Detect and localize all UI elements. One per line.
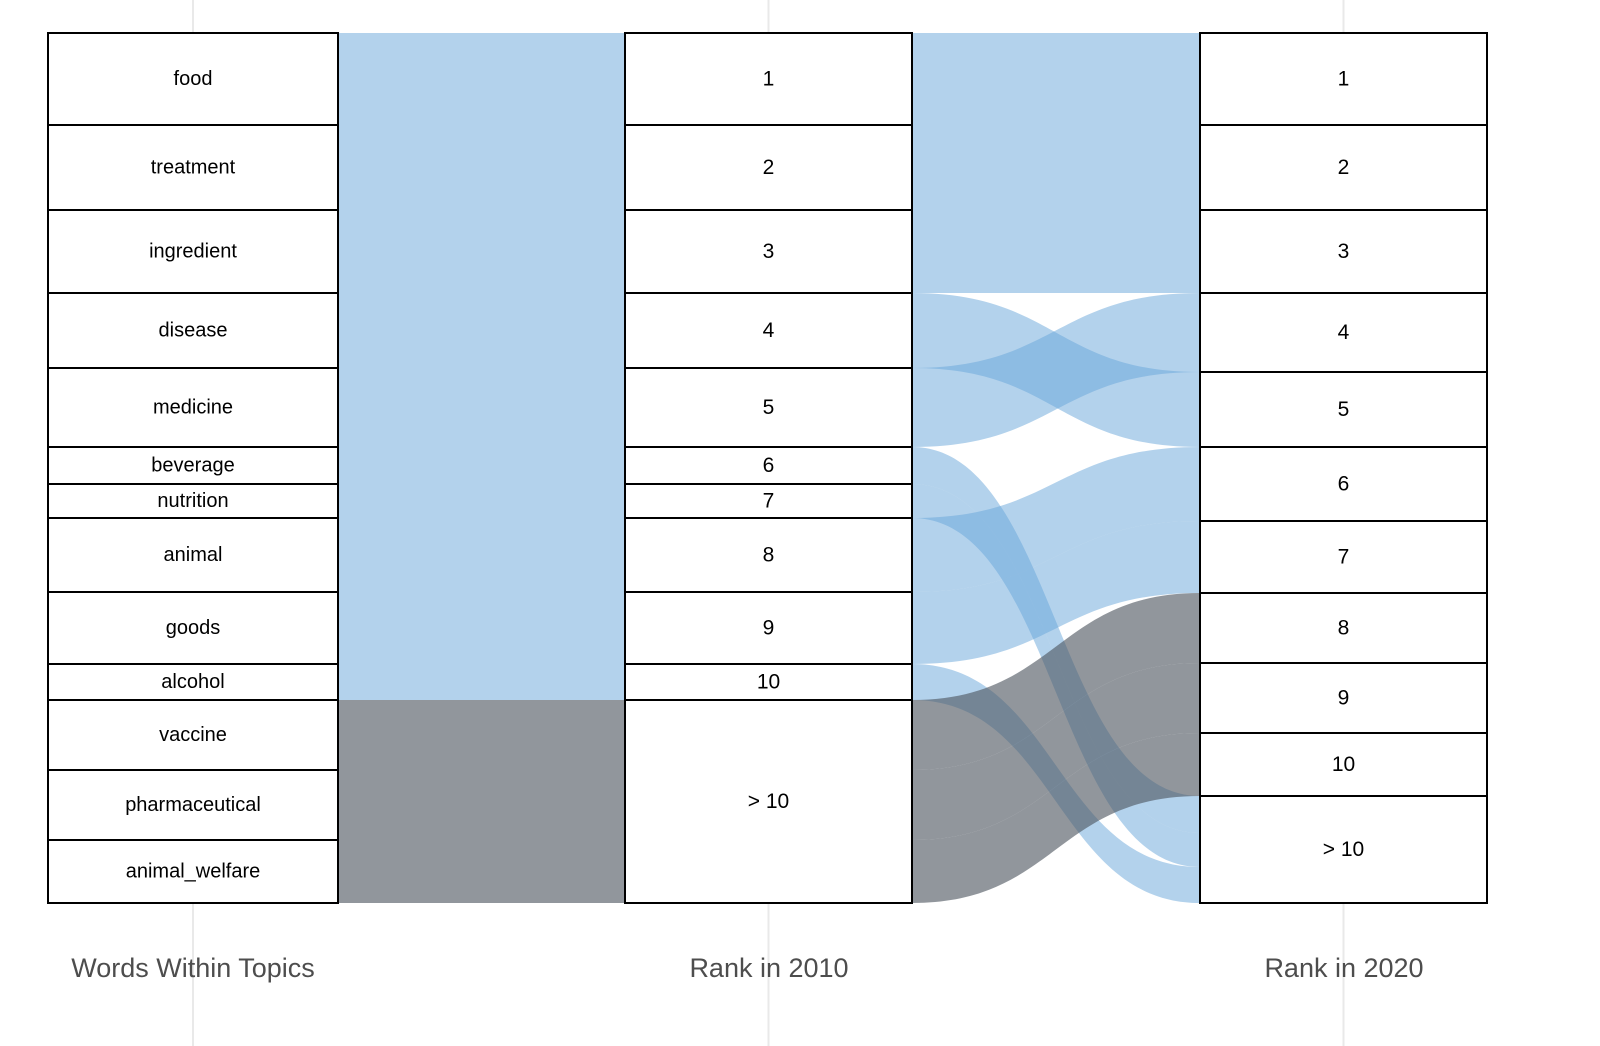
rank-2010-box-8-label: 8 [763, 544, 775, 567]
axis-label-rank-2020: Rank in 2020 [1264, 953, 1424, 983]
word-box-treatment-label: treatment [151, 157, 236, 179]
flow-2010-to-2020-animal [912, 447, 1200, 592]
word-box-alcohol-label: alcohol [161, 671, 224, 693]
rank-2010-box-1 [624, 32, 913, 126]
rank-2020-box-8 [1199, 592, 1488, 664]
rank-2020-box-3-label: 3 [1338, 240, 1350, 263]
rank-2020-box-8-label: 8 [1338, 617, 1350, 640]
flow-words-to-2010-medicine [338, 368, 625, 447]
rank-2010-box-8 [624, 517, 913, 593]
rank-2010-box-7-label: 7 [763, 490, 775, 513]
rank-2020-box-9-label: 9 [1338, 687, 1350, 710]
flow-2010-to-2020-animal_welfare [912, 733, 1200, 903]
rank-2020-box-9 [1199, 662, 1488, 734]
word-box-disease [47, 292, 339, 369]
word-box-animal_welfare-label: animal_welfare [126, 861, 261, 883]
word-box-beverage [47, 446, 339, 485]
flow-words-to-2010-beverage [338, 447, 625, 484]
rank-2010-box-3 [624, 209, 913, 294]
flow-2010-to-2020-food [912, 33, 1200, 125]
word-box-animal-label: animal [164, 544, 223, 566]
flow-words-to-2010-animal [338, 518, 625, 592]
word-box-animal [47, 517, 339, 593]
rank-2010-box-10-label: 10 [757, 671, 780, 694]
rank-2020-box-3 [1199, 209, 1488, 294]
rank-2010-box-2-label: 2 [763, 156, 775, 179]
rank-2020-box-1-label: 1 [1338, 68, 1350, 91]
rank-2020-box-6-label: 6 [1338, 473, 1350, 496]
word-box-vaccine-label: vaccine [159, 724, 227, 746]
rank-2010-box-9-label: 9 [763, 617, 775, 640]
flow-words-to-2010-ingredient [338, 210, 625, 293]
word-box-food-label: food [174, 68, 213, 90]
rank-2020-box-4 [1199, 292, 1488, 373]
word-box-nutrition [47, 483, 339, 519]
word-box-pharmaceutical-label: pharmaceutical [125, 794, 261, 816]
rank-2010-box->10 [624, 699, 913, 904]
axis-label-rank-2010: Rank in 2010 [689, 953, 849, 983]
flow-2010-to-2020-medicine [912, 293, 1200, 447]
flow-2010-to-2020-vaccine [912, 593, 1200, 770]
word-box-medicine [47, 367, 339, 448]
word-box-goods [47, 591, 339, 665]
flow-words-to-2010-nutrition [338, 484, 625, 518]
word-box-treatment [47, 124, 339, 211]
rank-2010-box-9 [624, 591, 913, 665]
word-box-nutrition-label: nutrition [157, 490, 228, 512]
flow-words-to-2010-goods [338, 592, 625, 664]
rank-2010-box-10 [624, 663, 913, 701]
rank-2010-box-7 [624, 483, 913, 519]
flow-2010-to-2020-goods [912, 521, 1200, 664]
word-box-goods-label: goods [166, 617, 221, 639]
rank-2020-box-2-label: 2 [1338, 156, 1350, 179]
rank-2020-box-10-label: 10 [1332, 753, 1355, 776]
rank-2010-box-5 [624, 367, 913, 448]
flow-words-to-2010-disease [338, 293, 625, 368]
flow-words-to-2010-treatment [338, 125, 625, 210]
rank-2020-box->10-label: > 10 [1323, 838, 1364, 861]
word-box-alcohol [47, 663, 339, 701]
flow-words-to-2010-alcohol [338, 664, 625, 700]
rank-2010-box-4 [624, 292, 913, 369]
rank-2020-box-7-label: 7 [1338, 546, 1350, 569]
flow-2010-to-2020-beverage [912, 447, 1200, 833]
rank-2020-box-4-label: 4 [1338, 321, 1350, 344]
rank-2010-box-5-label: 5 [763, 396, 775, 419]
word-box-animal_welfare [47, 839, 339, 904]
flow-words-to-2010-food [338, 33, 625, 125]
rank-2010-box-4-label: 4 [763, 319, 775, 342]
word-box-disease-label: disease [159, 320, 228, 342]
flow-words-to-2010-vaccine [338, 700, 625, 770]
word-box-food [47, 32, 339, 126]
rank-2020-box-5-label: 5 [1338, 398, 1350, 421]
word-box-beverage-label: beverage [151, 455, 234, 477]
rank-2010-box-3-label: 3 [763, 240, 775, 263]
rank-2020-box-5 [1199, 371, 1488, 448]
rank-2010-box-6 [624, 446, 913, 485]
axis-label-words-within-topics: Words Within Topics [71, 953, 315, 983]
flow-2010-to-2020-pharmaceutical [912, 663, 1200, 840]
word-box-ingredient [47, 209, 339, 294]
rank-2010-box->10-label: > 10 [748, 790, 789, 813]
rank-2010-box-1-label: 1 [763, 68, 775, 91]
flow-words-to-2010-animal_welfare [338, 840, 625, 903]
rank-2020-box->10 [1199, 795, 1488, 904]
flow-words-to-2010-pharmaceutical [338, 770, 625, 840]
word-box-vaccine [47, 699, 339, 771]
flow-2010-to-2020-ingredient [912, 210, 1200, 293]
rank-2010-box-6-label: 6 [763, 454, 775, 477]
flow-2010-to-2020-treatment [912, 125, 1200, 210]
rank-2010-box-2 [624, 124, 913, 211]
word-box-ingredient-label: ingredient [149, 241, 237, 263]
word-box-pharmaceutical [47, 769, 339, 841]
word-box-medicine-label: medicine [153, 397, 233, 419]
